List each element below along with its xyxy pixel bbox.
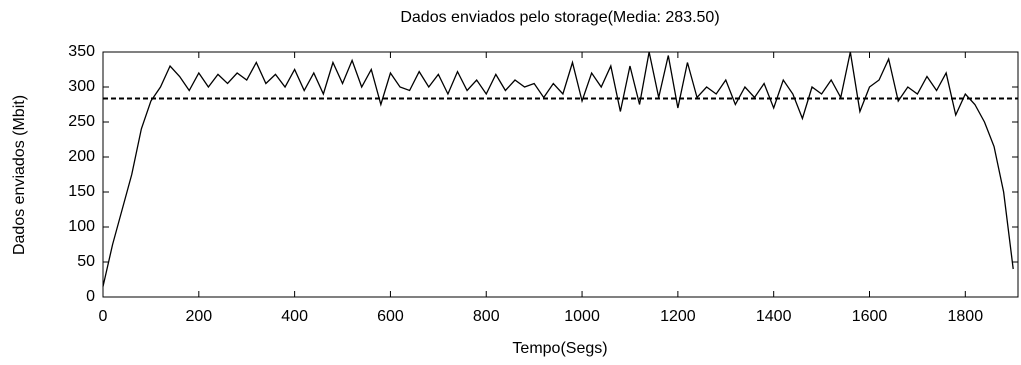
x-tick-label: 1200 <box>660 308 696 325</box>
x-tick-label: 1600 <box>852 308 888 325</box>
x-tick-label: 800 <box>473 308 500 325</box>
plot-frame <box>102 51 1019 298</box>
y-tick-label: 250 <box>68 113 95 130</box>
x-tick-label: 0 <box>99 308 108 325</box>
data-line <box>102 51 1014 287</box>
y-tick-label: 100 <box>68 218 95 235</box>
y-tick-label: 150 <box>68 183 95 200</box>
y-tick-label: 350 <box>68 43 95 60</box>
y-tick-label: 50 <box>77 253 95 270</box>
y-tick-label: 0 <box>86 288 95 305</box>
y-tick-label: 200 <box>68 148 95 165</box>
x-tick-label: 400 <box>281 308 308 325</box>
x-tick-label: 1800 <box>948 308 984 325</box>
x-tick-label: 1000 <box>564 308 600 325</box>
x-tick-label: 600 <box>377 308 404 325</box>
x-tick-label: 200 <box>185 308 212 325</box>
x-axis-label: Tempo(Segs) <box>512 340 607 357</box>
y-axis-label: Dados enviados (Mbit) <box>11 95 28 255</box>
y-tick-label: 300 <box>68 78 95 95</box>
x-tick-label: 1400 <box>756 308 792 325</box>
chart-title: Dados enviados pelo storage(Media: 283.5… <box>400 9 719 26</box>
